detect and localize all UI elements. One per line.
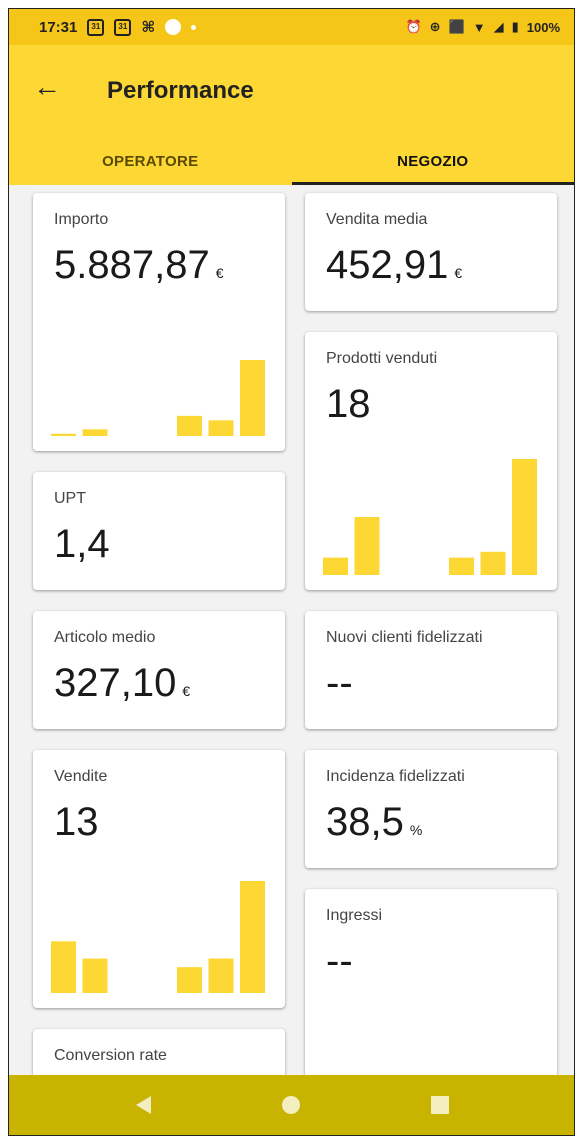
card-label: Importo — [54, 211, 109, 228]
card-nuovi-clienti-fidelizzati[interactable]: Nuovi clienti fidelizzati -- — [305, 611, 557, 729]
chart-bar — [512, 459, 537, 575]
card-label: UPT — [54, 490, 86, 507]
calendar-icon: 31 — [87, 18, 105, 36]
chart-bar — [240, 360, 265, 436]
card-value: 13 — [54, 800, 99, 844]
more-notifications-icon — [191, 24, 197, 30]
status-bar: 17:31 31 31 ⌘ ⏰ ⊕ ⬛ ▼ ◢ ▮ 100% — [9, 9, 574, 45]
chart-bar — [51, 433, 76, 436]
importo-bar-chart — [51, 360, 265, 436]
signal-icon: ◢ — [493, 19, 504, 34]
value-number: 452,91 — [326, 243, 449, 287]
card-value: 1,4 — [54, 522, 110, 566]
card-label: Articolo medio — [54, 629, 156, 646]
value-number: 38,5 — [326, 800, 404, 844]
chart-bar — [177, 967, 202, 993]
notification-dot-icon — [165, 19, 182, 35]
battery-icon: ▮ — [511, 19, 519, 34]
card-label: Vendite — [54, 768, 108, 785]
system-navigation-bar — [9, 1075, 574, 1135]
status-time: 17:31 — [39, 18, 78, 36]
chart-bar — [51, 941, 76, 993]
nav-back-button[interactable] — [123, 1085, 163, 1125]
value-unit: € — [454, 265, 463, 281]
home-circle-icon — [282, 1096, 301, 1114]
nav-home-button[interactable] — [271, 1085, 311, 1125]
card-articolo-medio[interactable]: Articolo medio 327,10 € — [33, 611, 285, 729]
tab-negozio[interactable]: NEGOZIO — [397, 152, 469, 170]
card-value: 38,5% — [326, 798, 422, 846]
nav-recents-button[interactable] — [420, 1085, 460, 1125]
card-upt[interactable]: UPT 1,4 — [33, 472, 285, 590]
back-triangle-icon — [135, 1096, 151, 1114]
tab-bar: OPERATORE NEGOZIO — [9, 137, 574, 185]
battery-percent: 100% — [526, 19, 560, 35]
prodotti-venduti-bar-chart — [323, 459, 537, 575]
chart-bar — [240, 881, 265, 993]
value-unit: % — [409, 822, 423, 838]
data-saver-icon: ⊕ — [429, 19, 441, 34]
value-unit: € — [215, 265, 224, 281]
card-label: Ingressi — [326, 907, 383, 924]
value-number: 327,10 — [54, 661, 177, 705]
card-value: -- — [326, 661, 353, 705]
chart-bar — [323, 557, 348, 575]
back-arrow-icon[interactable]: ← — [33, 71, 61, 102]
card-prodotti-venduti[interactable]: Prodotti venduti 18 — [305, 332, 557, 590]
alarm-icon: ⏰ — [405, 19, 422, 34]
card-label: Vendita media — [326, 211, 428, 228]
page-title: Performance — [107, 77, 254, 104]
chart-bar — [82, 958, 108, 993]
card-label: Nuovi clienti fidelizzati — [326, 629, 483, 646]
card-label: Incidenza fidelizzati — [326, 768, 465, 785]
card-vendita-media[interactable]: Vendita media 452,91 € — [305, 193, 557, 311]
card-incidenza-fidelizzati[interactable]: Incidenza fidelizzati 38,5% — [305, 750, 557, 868]
card-value: 5.887,87 € — [54, 241, 224, 289]
card-value: 327,10 € — [54, 659, 190, 707]
vendite-bar-chart — [51, 881, 265, 993]
tab-operatore[interactable]: OPERATORE — [102, 152, 199, 170]
recents-square-icon — [430, 1096, 449, 1114]
app-notification-icon: ⌘ — [141, 19, 156, 36]
chart-bar — [208, 420, 234, 436]
vibrate-icon: ⬛ — [448, 19, 465, 34]
chart-bar — [449, 557, 474, 575]
value-unit: € — [182, 683, 191, 699]
app-bar: ← Performance OPERATORE NEGOZIO — [9, 45, 574, 185]
card-vendite[interactable]: Vendite 13 — [33, 750, 285, 1008]
card-value: 18 — [326, 382, 371, 426]
chart-bar — [354, 517, 380, 575]
card-value: 452,91 € — [326, 241, 462, 289]
card-value: -- — [326, 939, 353, 983]
chart-bar — [82, 429, 108, 436]
chart-bar — [480, 551, 506, 575]
active-tab-indicator — [292, 182, 574, 185]
screen: 17:31 31 31 ⌘ ⏰ ⊕ ⬛ ▼ ◢ ▮ 100% ← Perform… — [8, 8, 575, 1136]
card-importo[interactable]: Importo 5.887,87 € — [33, 193, 285, 451]
value-number: 5.887,87 — [54, 243, 210, 287]
calendar-icon: 31 — [114, 18, 132, 36]
card-label: Conversion rate — [54, 1047, 167, 1064]
chart-bar — [208, 958, 234, 993]
card-label: Prodotti venduti — [326, 350, 438, 367]
chart-bar — [177, 415, 202, 436]
wifi-icon: ▼ — [472, 19, 486, 35]
